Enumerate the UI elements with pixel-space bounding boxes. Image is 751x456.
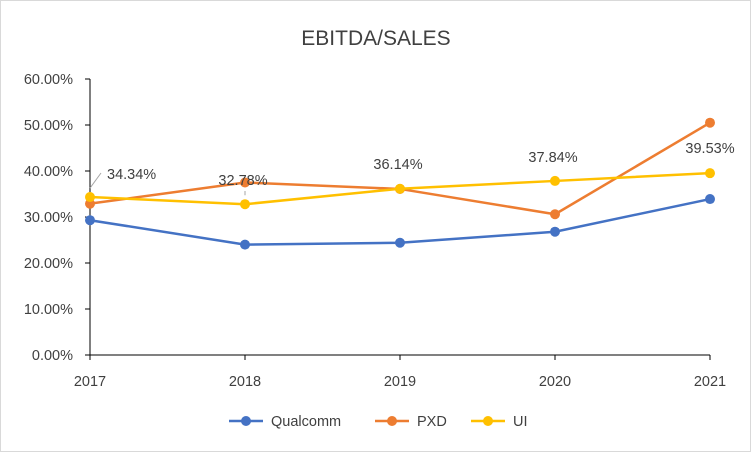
data-point-ui	[705, 168, 715, 179]
data-point-ui	[550, 175, 560, 186]
y-tick-label: 0.00%	[32, 348, 73, 364]
y-tick-label: 60.00%	[24, 72, 73, 88]
data-point-pxd	[550, 209, 560, 220]
data-point-qualcomm	[395, 237, 405, 248]
data-point-ui	[240, 199, 250, 210]
legend-label: UI	[513, 414, 528, 430]
data-point-qualcomm	[705, 194, 715, 205]
x-tick-label: 2017	[74, 374, 106, 390]
legend-label: Qualcomm	[271, 414, 341, 430]
x-tick-label: 2019	[384, 374, 416, 390]
x-tick-label: 2021	[694, 374, 726, 390]
chart-title: EBITDA/SALES	[301, 27, 450, 50]
y-tick-label: 10.00%	[24, 302, 73, 318]
legend-marker	[483, 416, 493, 426]
data-point-pxd	[705, 117, 715, 128]
data-point-qualcomm	[240, 239, 250, 250]
y-tick-label: 40.00%	[24, 164, 73, 180]
data-point-pxd	[240, 177, 250, 188]
data-label-ui: 37.84%	[528, 150, 577, 166]
data-point-qualcomm	[85, 215, 95, 226]
data-point-ui	[395, 183, 405, 194]
legend-marker	[387, 416, 397, 426]
legend-marker	[241, 416, 251, 426]
data-label-ui: 39.53%	[685, 141, 734, 157]
data-label-ui: 32.78%	[218, 173, 267, 189]
legend: Qualcomm PXD UI	[229, 414, 528, 430]
data-label-ui: 36.14%	[373, 157, 422, 173]
data-point-qualcomm	[550, 226, 560, 237]
x-tick-label: 2018	[229, 374, 261, 390]
y-tick-label: 30.00%	[24, 210, 73, 226]
legend-label: PXD	[417, 414, 447, 430]
data-point-ui	[85, 192, 95, 203]
data-label-ui: 34.34%	[107, 167, 156, 183]
x-tick-label: 2020	[539, 374, 571, 390]
leader-line	[89, 172, 102, 189]
y-tick-label: 50.00%	[24, 118, 73, 134]
y-tick-label: 20.00%	[24, 256, 73, 272]
